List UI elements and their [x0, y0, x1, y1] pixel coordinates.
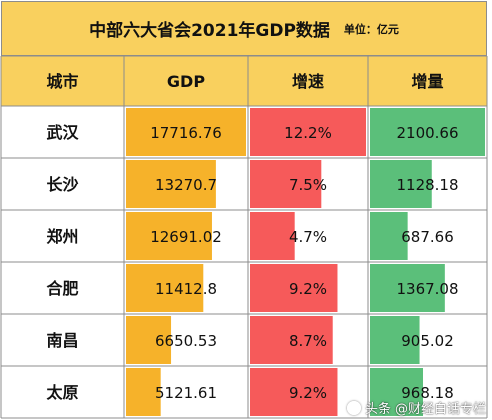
growth-bar [250, 316, 333, 364]
gdp-bar [126, 160, 216, 208]
gdp-value: 13270.7 [155, 176, 217, 194]
growth-bar [250, 264, 338, 312]
increase-bar [370, 212, 408, 260]
growth-bar [250, 212, 295, 260]
city-label: 长沙 [46, 175, 78, 194]
gdp-bar [126, 316, 172, 364]
gdp-value: 12691.02 [150, 228, 222, 246]
unit-label: 单位：亿元 [343, 22, 399, 36]
increase-value: 687.66 [401, 228, 454, 246]
column-header-1: GDP [167, 72, 205, 91]
growth-value: 4.7% [289, 228, 327, 246]
gdp-bar [126, 368, 161, 416]
header-row [1, 56, 487, 106]
table-title: 中部六大省会2021年GDP数据 [89, 21, 330, 41]
increase-value: 1367.08 [396, 280, 458, 298]
growth-value: 9.2% [289, 384, 327, 402]
city-label: 武汉 [46, 123, 79, 142]
column-header-3: 增量 [411, 72, 443, 91]
title-bar: 中部六大省会2021年GDP数据 单位：亿元 [1, 1, 487, 56]
growth-value: 12.2% [284, 124, 332, 142]
growth-value: 7.5% [289, 176, 327, 194]
gdp-bar [126, 264, 204, 312]
increase-value: 968.18 [401, 384, 454, 402]
city-label: 合肥 [46, 279, 78, 298]
column-header-0: 城市 [46, 72, 78, 91]
increase-value: 1128.18 [396, 176, 458, 194]
increase-value: 905.02 [401, 332, 454, 350]
gdp-value: 6650.53 [155, 332, 217, 350]
increase-bar [370, 108, 485, 156]
city-label: 南昌 [46, 331, 78, 350]
increase-bar [370, 368, 424, 416]
increase-bar [370, 264, 445, 312]
gdp-value: 5121.61 [155, 384, 217, 402]
column-header-2: 增速 [292, 72, 324, 91]
increase-bar [370, 316, 420, 364]
watermark-logo-icon [346, 400, 361, 415]
growth-value: 8.7% [289, 332, 327, 350]
growth-bar [250, 368, 338, 416]
growth-bar [250, 108, 366, 156]
watermark: 头条 @财经白话专栏 [346, 398, 486, 417]
gdp-value: 17716.76 [150, 124, 222, 142]
increase-value: 2100.66 [396, 124, 458, 142]
gdp-value: 11412.8 [155, 280, 217, 298]
growth-bar [250, 160, 322, 208]
gdp-bar [126, 108, 246, 156]
watermark-author: @财经白话专栏 [394, 402, 486, 417]
gdp-bar [126, 212, 212, 260]
city-label: 太原 [45, 383, 78, 402]
city-label: 郑州 [46, 227, 78, 246]
increase-bar [370, 160, 432, 208]
growth-value: 9.2% [289, 280, 327, 298]
watermark-source: 头条 [364, 402, 391, 417]
